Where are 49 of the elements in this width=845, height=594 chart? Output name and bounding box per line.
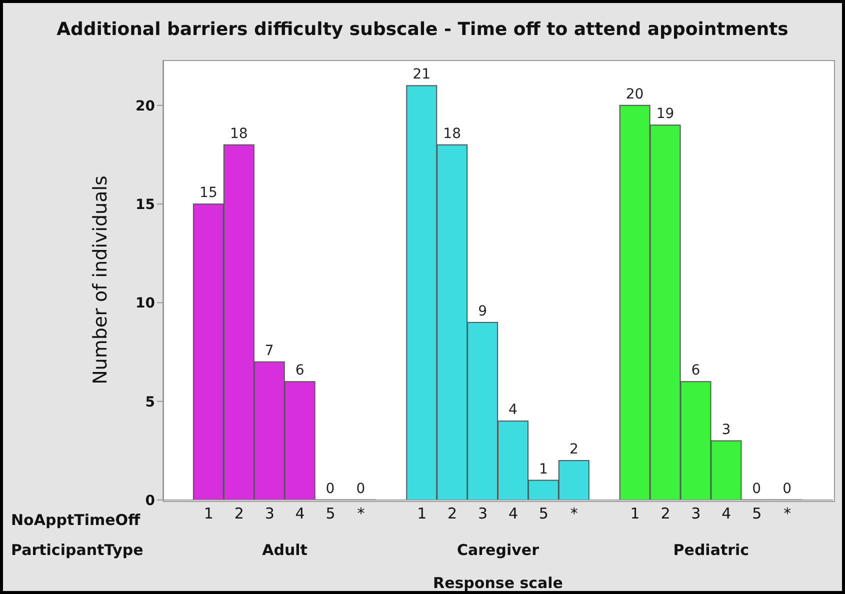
y-tick-label: 0 [145, 492, 156, 509]
data-label: 15 [200, 185, 218, 202]
y-tick-label: 15 [136, 197, 155, 214]
data-label: 6 [295, 362, 304, 379]
x-tick-label: 2 [660, 504, 670, 523]
x-tick-label: 4 [722, 504, 732, 523]
text: Caregiver [456, 541, 540, 559]
data-label: 4 [508, 402, 518, 418]
x-tick-label: 2 [448, 504, 458, 523]
data-label: 18 [443, 126, 462, 142]
x-tick-label: 5 [752, 504, 762, 523]
x-tick-label: 3 [691, 504, 701, 523]
chart-title: Additional barriers difficulty subscale - Time off to attend appointments [56, 19, 790, 40]
x-tick-label: 5 [538, 504, 548, 523]
text: ParticipantType [11, 541, 144, 559]
data-label: 2 [569, 442, 578, 458]
data-label: 6 [691, 362, 700, 379]
x-axis-title: Response scale [433, 574, 563, 592]
x-tick-label: 3 [264, 504, 274, 523]
x-tick-label: * [570, 504, 578, 523]
data-label: 1 [538, 461, 548, 478]
y-tick-label: 10 [136, 296, 156, 312]
data-label: 9 [478, 303, 488, 320]
data-label: 18 [230, 126, 248, 142]
x-tick-label: 4 [508, 504, 518, 523]
data-label: 7 [264, 342, 274, 359]
x-tick-label: * [784, 504, 792, 523]
data-label: 0 [356, 481, 366, 497]
x-tick-label: 1 [417, 504, 427, 523]
y-tick-label: 20 [136, 98, 156, 114]
y-tick-label: 5 [145, 394, 155, 410]
data-label: 0 [752, 481, 762, 497]
x-tick-label: 1 [630, 504, 640, 523]
x-tick-label: 1 [204, 504, 214, 523]
x-tick-label: 4 [295, 504, 305, 523]
data-label: 20 [626, 86, 644, 102]
data-label: 0 [326, 481, 335, 497]
text: NoApptTimeOff [11, 511, 140, 529]
text: Pediatric [672, 541, 750, 559]
y-axis-title: Number of individuals [90, 176, 112, 384]
data-label: 0 [782, 481, 792, 497]
data-label: 3 [722, 422, 731, 438]
x-tick-label: * [357, 504, 366, 523]
x-tick-label: 2 [234, 504, 244, 523]
text: Adult [261, 541, 308, 559]
data-label: 21 [412, 66, 431, 83]
x-tick-label: 5 [326, 504, 336, 523]
x-tick-label: 3 [478, 504, 488, 523]
data-label: 19 [656, 106, 674, 122]
